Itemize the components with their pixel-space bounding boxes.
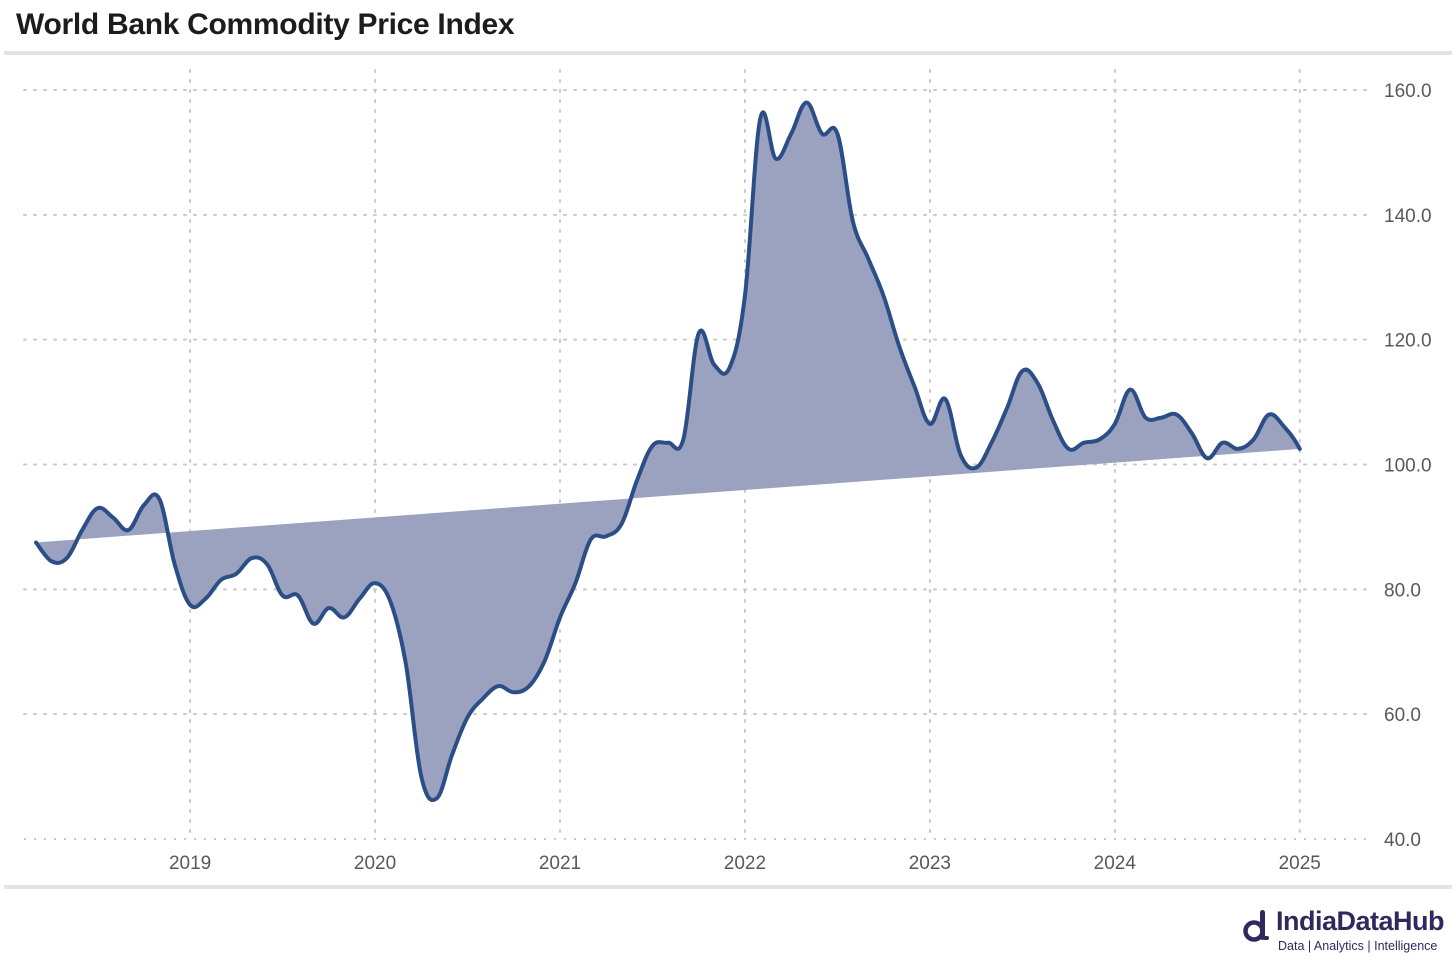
- y-tick-label: 120.0: [1384, 331, 1432, 352]
- x-tick-label: 2020: [354, 853, 396, 874]
- y-tick-label: 100.0: [1384, 456, 1432, 477]
- x-tick-label: 2025: [1279, 853, 1321, 874]
- footer-divider: [4, 885, 1452, 889]
- y-tick-label: 140.0: [1384, 206, 1432, 227]
- brand-tagline: Data | Analytics | Intelligence: [1278, 939, 1438, 953]
- header-divider: [4, 51, 1452, 55]
- brand-name: IndiaDataHub: [1276, 906, 1445, 936]
- y-tick-label: 60.0: [1384, 705, 1421, 726]
- series-line: [34, 100, 1302, 803]
- y-tick-label: 40.0: [1384, 830, 1421, 851]
- x-axis: 2019 2020 2021 2022 2023 2024 2025: [169, 853, 1321, 874]
- x-tick-label: 2022: [724, 853, 766, 874]
- x-tick-label: 2021: [539, 853, 581, 874]
- brand-logo-icon: [1243, 910, 1269, 942]
- x-tick-label: 2024: [1094, 853, 1137, 874]
- y-tick-label: 80.0: [1384, 580, 1421, 601]
- x-tick-label: 2019: [169, 853, 211, 874]
- chart-title: World Bank Commodity Price Index: [16, 8, 515, 41]
- x-tick-label: 2023: [909, 853, 951, 874]
- brand-logo: IndiaDataHub Data | Analytics | Intellig…: [1242, 906, 1452, 956]
- area-fill: [36, 102, 1300, 801]
- y-tick-label: 160.0: [1384, 81, 1432, 102]
- y-axis: 40.0 60.0 80.0 100.0 120.0 140.0 160.0: [1384, 81, 1432, 851]
